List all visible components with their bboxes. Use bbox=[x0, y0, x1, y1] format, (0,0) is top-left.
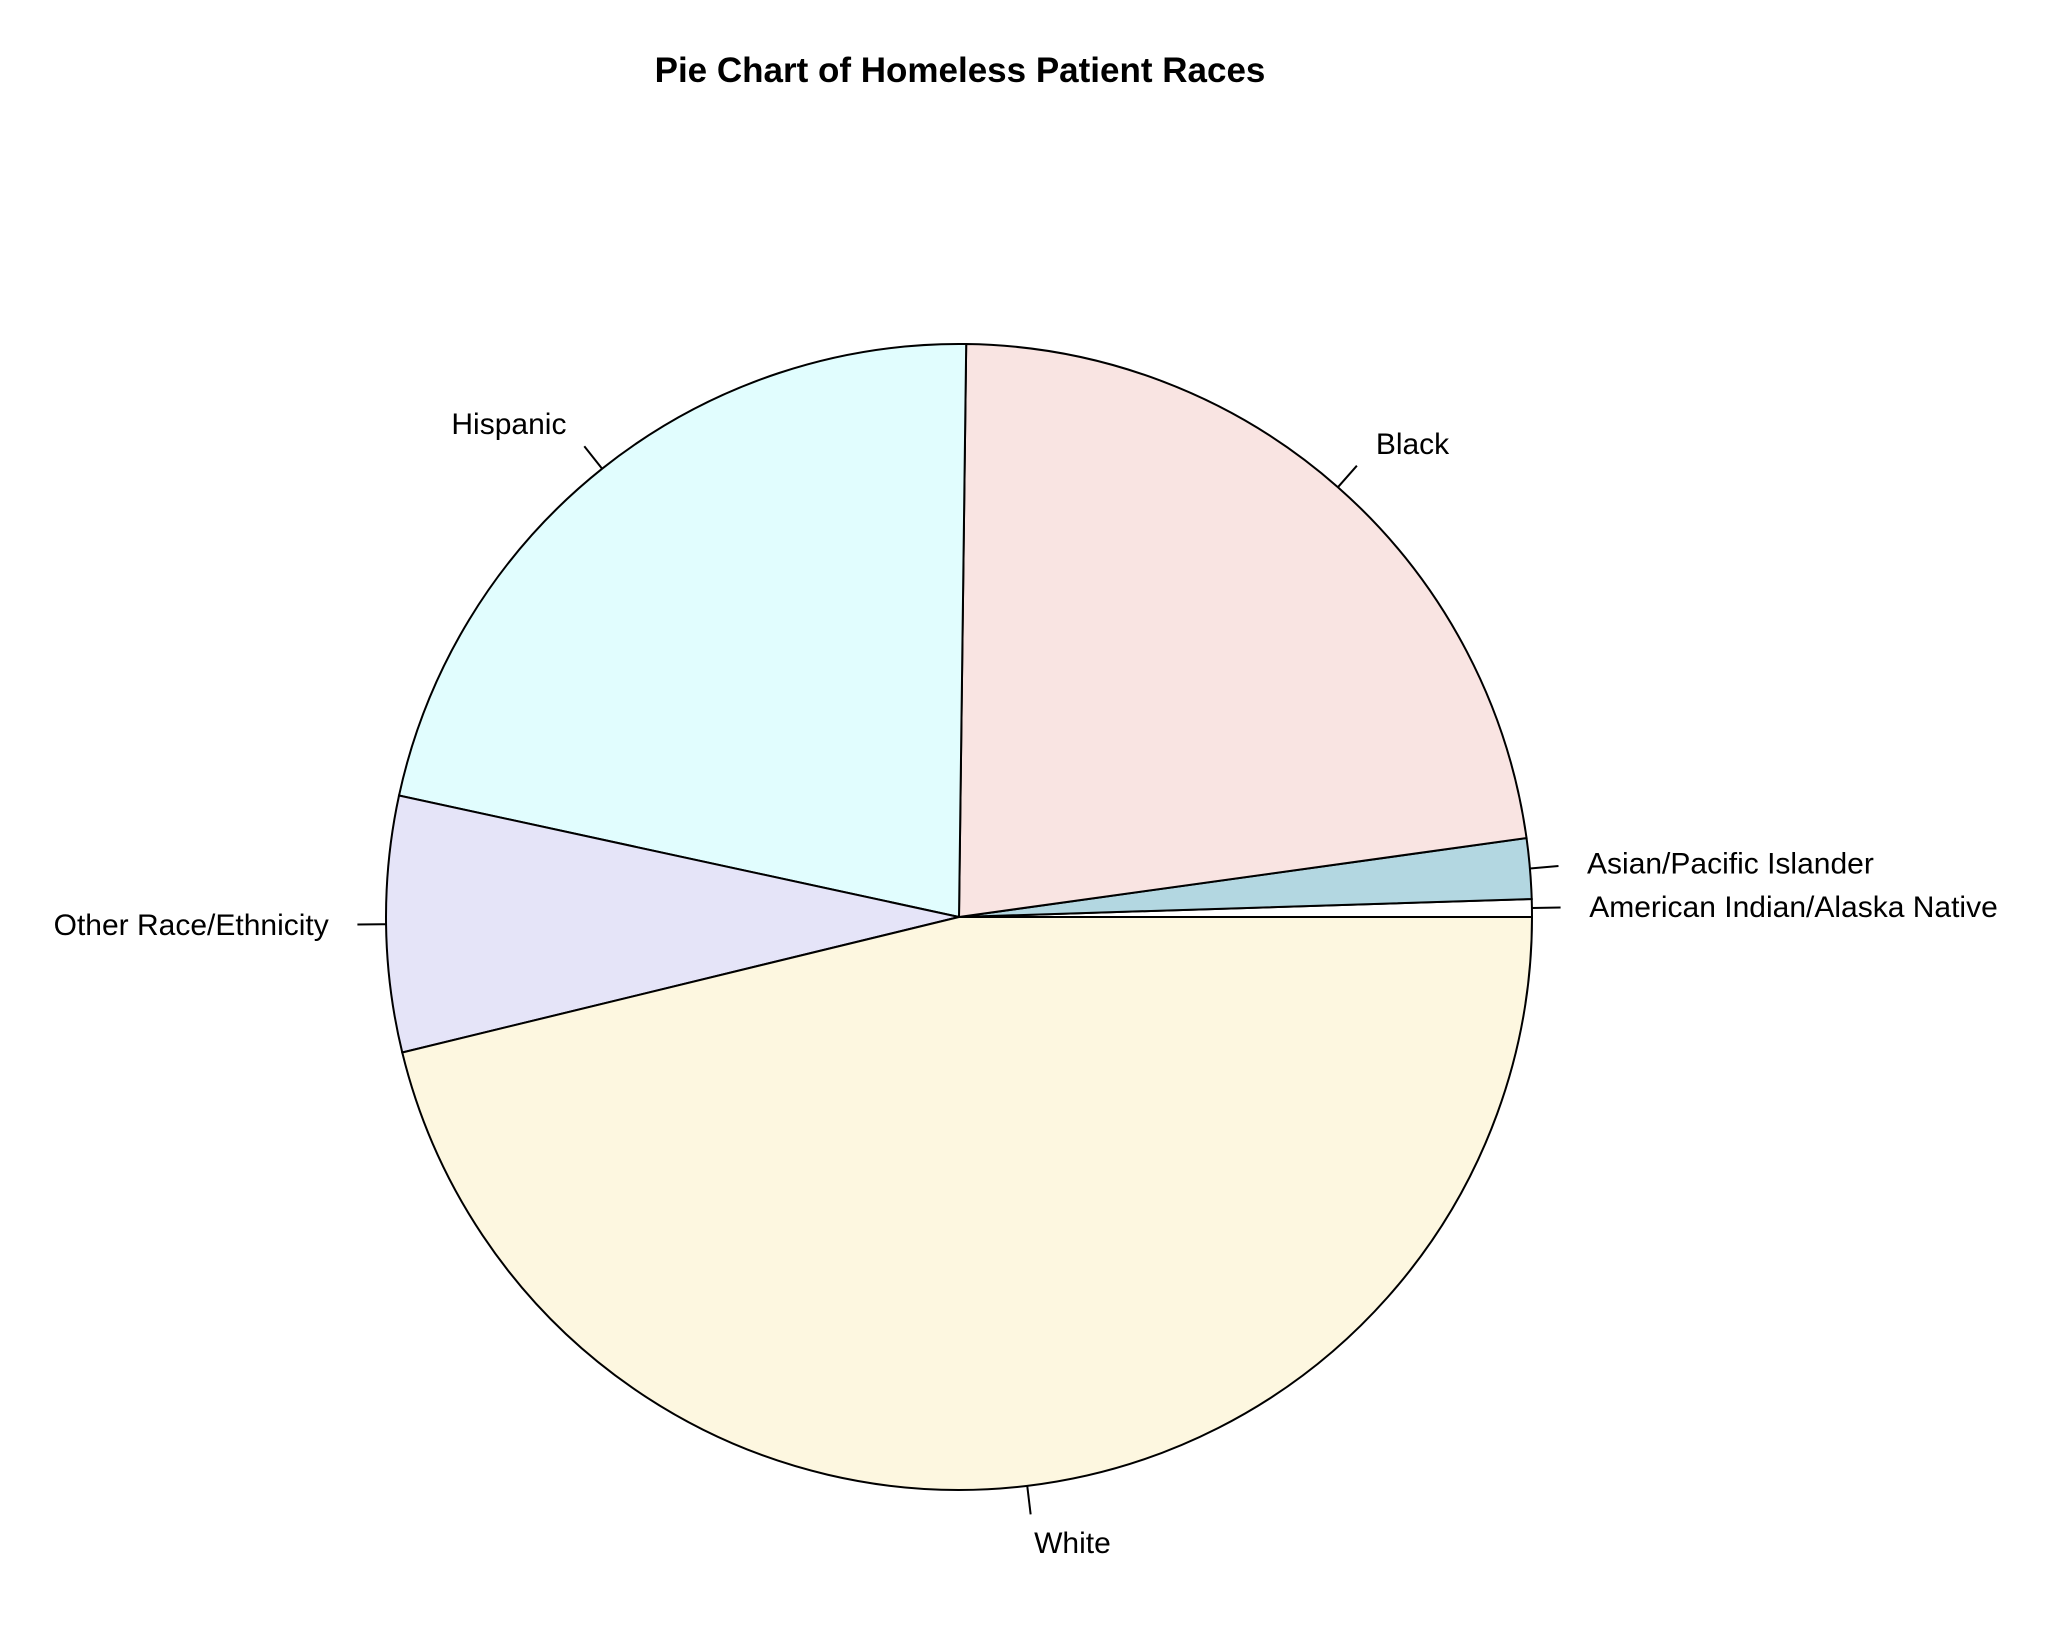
pie-slice-white bbox=[401, 916, 1534, 1491]
pie-labels: American Indian/Alaska Native Asian/Pacif… bbox=[54, 408, 1998, 1560]
pie-slices bbox=[385, 343, 1534, 1491]
pie-slice-other-race-ethnicity bbox=[385, 794, 960, 1054]
pie-label-american-indian-alaska-native: American Indian/Alaska Native bbox=[1589, 891, 1998, 924]
pie-label-tick-white bbox=[1026, 1485, 1032, 1515]
pie-label-tick-hispanic bbox=[583, 445, 603, 470]
pie-label-asian-pacific-islander: Asian/Pacific Islander bbox=[1587, 848, 1874, 881]
pie-label-other-race-ethnicity: Other Race/Ethnicity bbox=[54, 909, 329, 942]
pie-slice-black bbox=[957, 343, 1528, 919]
pie-label-hispanic: Hispanic bbox=[451, 408, 566, 441]
pie-label-white: White bbox=[1034, 1527, 1111, 1560]
pie-slice-hispanic bbox=[397, 343, 968, 919]
pie-label-tick-black bbox=[1337, 465, 1358, 488]
pie-label-tick-asian-pacific-islander bbox=[1529, 865, 1559, 870]
chart-title: Pie Chart of Homeless Patient Races bbox=[655, 51, 1266, 90]
pie-label-black: Black bbox=[1376, 428, 1450, 461]
